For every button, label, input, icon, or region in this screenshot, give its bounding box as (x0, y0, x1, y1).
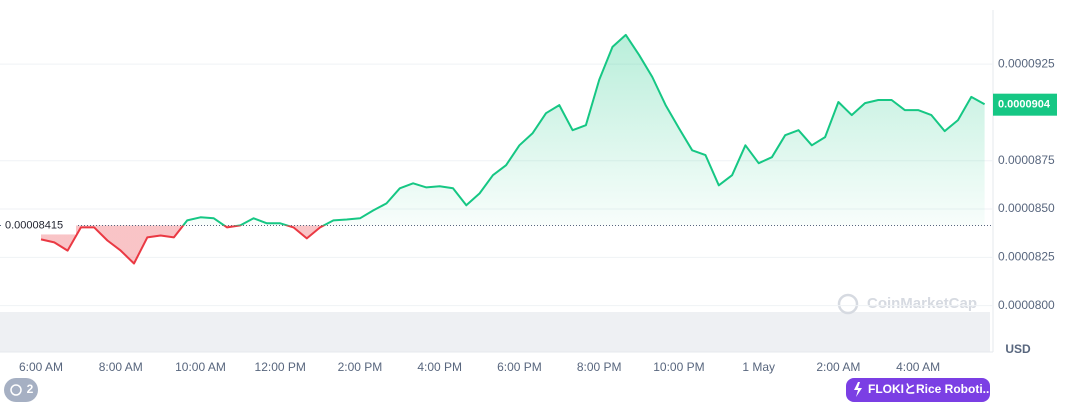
y-tick-label: 0.0000850 (998, 201, 1055, 215)
last-price-tag (993, 93, 1057, 116)
last-price-label: 0.0000904 (998, 99, 1051, 111)
x-tick-label: 8:00 PM (577, 360, 622, 374)
x-tick-label: 6:00 PM (497, 360, 542, 374)
baseline-label: 0.00008415 (5, 219, 63, 231)
watermark-logo (837, 293, 859, 315)
currency-label: USD (1005, 342, 1031, 356)
event-label[interactable]: FLOKIとRice Roboti... (868, 382, 993, 396)
x-tick-label: 2:00 PM (338, 360, 383, 374)
volume-area (0, 312, 990, 352)
area-fill (41, 34, 985, 264)
history-count[interactable]: 2 (27, 382, 34, 396)
y-tick-label: 0.0000875 (998, 153, 1055, 167)
y-tick-label: 0.0000925 (998, 56, 1055, 70)
x-tick-label: 10:00 AM (175, 360, 226, 374)
y-tick-label: 0.0000800 (998, 298, 1055, 312)
x-tick-label: 12:00 PM (255, 360, 306, 374)
x-tick-label: 1 May (742, 360, 775, 374)
watermark: CoinMarketCap (867, 295, 977, 312)
y-tick-label: 0.0000825 (998, 249, 1055, 263)
x-tick-label: 4:00 PM (417, 360, 462, 374)
x-tick-label: 6:00 AM (19, 360, 63, 374)
event-pill[interactable] (846, 378, 990, 402)
x-tick-label: 10:00 PM (653, 360, 704, 374)
baseline-label-bg (2, 216, 76, 235)
x-tick-label: 2:00 AM (816, 360, 860, 374)
x-tick-label: 4:00 AM (896, 360, 940, 374)
x-tick-label: 8:00 AM (99, 360, 143, 374)
history-icon (10, 384, 22, 396)
price-line (40, 33, 986, 265)
event-icon (854, 382, 862, 397)
